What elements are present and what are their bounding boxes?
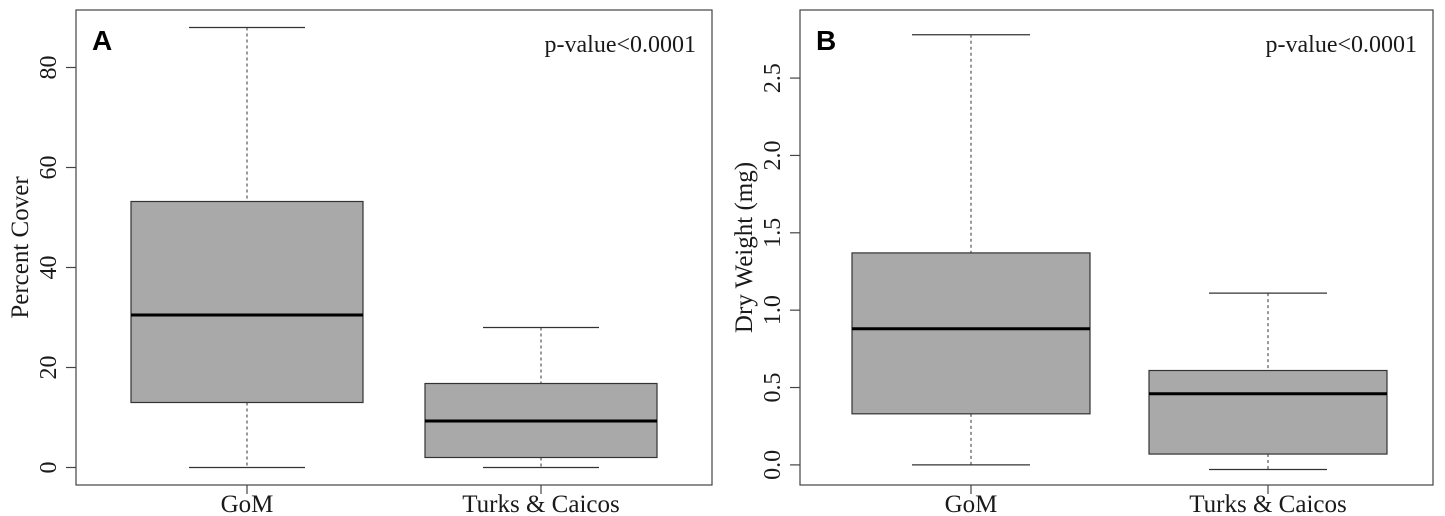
panel-a: 0 20 40 60 80 Percent Cover GoM Turks & Caicos A… — [7, 9, 713, 516]
x-tick-label: Turks & Caicos — [1189, 491, 1346, 516]
box-turks-caicos — [424, 326, 658, 469]
box-gom — [851, 34, 1091, 466]
box-gom — [130, 26, 364, 469]
p-value-annotation: p-value<0.0001 — [1266, 32, 1418, 58]
interquartile-box — [851, 252, 1091, 415]
y-axis-label: Percent Cover — [7, 176, 34, 319]
y-tick-label: 80 — [36, 56, 62, 80]
plot-frame — [799, 9, 1434, 486]
x-tick-label: Turks & Caicos — [462, 491, 619, 516]
panel-b: 0.0 0.5 1.0 1.5 2.0 2.5 Dry Weight (mg) GoM Turk… — [731, 9, 1434, 516]
y-tick-label: 1.0 — [760, 295, 786, 325]
x-tick-label: GoM — [221, 491, 274, 516]
y-tick-label: 2.0 — [760, 140, 786, 170]
y-tick-label: 20 — [36, 356, 62, 380]
y-tick-label: 1.5 — [760, 218, 786, 248]
y-tick-label: 40 — [36, 256, 62, 280]
y-tick-label: 2.5 — [760, 63, 786, 93]
y-tick-label: 0.0 — [760, 450, 786, 480]
y-axis-label: Dry Weight (mg) — [731, 162, 758, 333]
plot-frame — [75, 9, 713, 486]
p-value-annotation: p-value<0.0001 — [545, 32, 697, 58]
y-tick-label: 0.5 — [760, 373, 786, 403]
interquartile-box — [1148, 369, 1388, 455]
y-tick-label: 0 — [36, 462, 62, 474]
box-turks-caicos — [1148, 292, 1388, 471]
panel-label: A — [92, 25, 112, 56]
interquartile-box — [130, 200, 364, 404]
x-tick-label: GoM — [945, 491, 998, 516]
panel-label: B — [816, 25, 836, 56]
y-tick-label: 60 — [36, 156, 62, 180]
